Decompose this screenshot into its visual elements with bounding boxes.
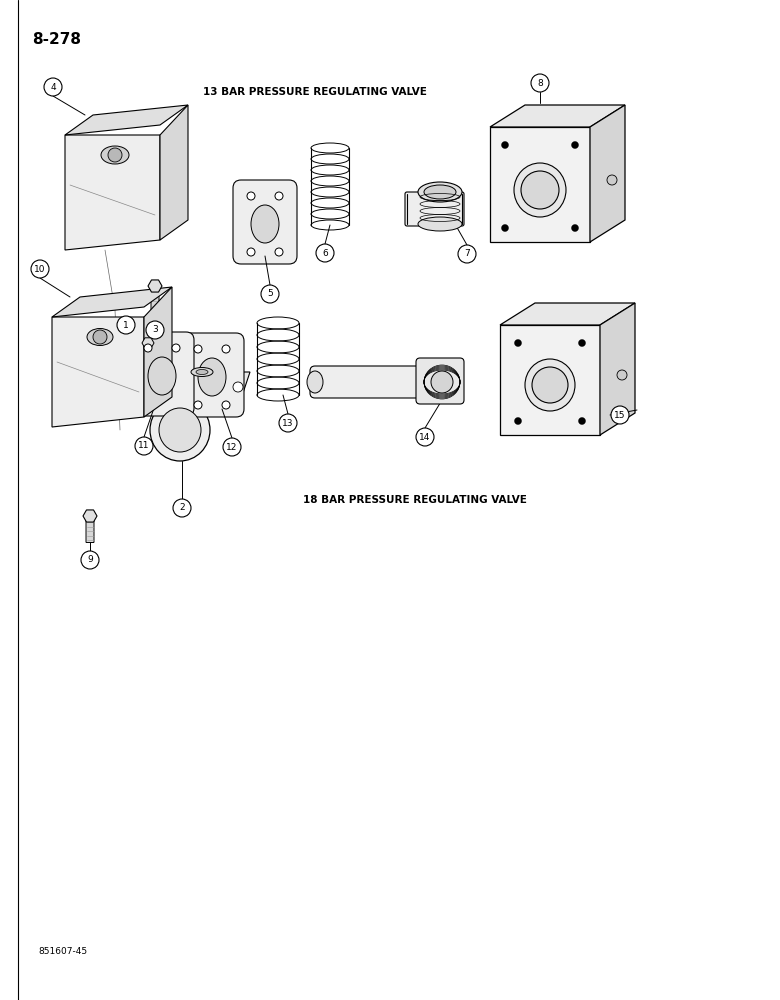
Circle shape — [117, 316, 135, 334]
Polygon shape — [500, 303, 635, 325]
Text: 13: 13 — [282, 418, 294, 428]
Circle shape — [222, 401, 230, 409]
Circle shape — [135, 437, 153, 455]
Circle shape — [31, 260, 49, 278]
Text: 851607-45: 851607-45 — [38, 948, 87, 956]
Circle shape — [247, 248, 255, 256]
Text: 11: 11 — [138, 442, 150, 450]
Text: 5: 5 — [267, 290, 273, 298]
Polygon shape — [490, 105, 625, 127]
Ellipse shape — [148, 357, 176, 395]
Circle shape — [515, 340, 522, 347]
Circle shape — [81, 551, 99, 569]
Text: 3: 3 — [152, 326, 158, 334]
Polygon shape — [65, 105, 188, 135]
Circle shape — [416, 428, 434, 446]
Circle shape — [275, 192, 283, 200]
Circle shape — [146, 321, 164, 339]
Circle shape — [233, 382, 243, 392]
Circle shape — [108, 148, 122, 162]
Polygon shape — [500, 325, 600, 435]
Ellipse shape — [521, 171, 559, 209]
Circle shape — [515, 418, 522, 424]
Ellipse shape — [418, 217, 462, 231]
Circle shape — [194, 401, 202, 409]
Circle shape — [579, 418, 586, 424]
Circle shape — [572, 225, 579, 232]
Text: 2: 2 — [179, 504, 185, 512]
Circle shape — [316, 244, 334, 262]
Circle shape — [611, 406, 629, 424]
FancyBboxPatch shape — [130, 332, 194, 416]
FancyBboxPatch shape — [151, 290, 159, 312]
Circle shape — [572, 141, 579, 148]
FancyBboxPatch shape — [233, 180, 297, 264]
Circle shape — [93, 330, 107, 344]
Circle shape — [194, 345, 202, 353]
Text: 10: 10 — [34, 264, 46, 273]
Circle shape — [44, 78, 62, 96]
FancyBboxPatch shape — [405, 192, 464, 226]
Ellipse shape — [150, 399, 210, 461]
Circle shape — [172, 344, 180, 352]
Polygon shape — [590, 105, 625, 242]
Ellipse shape — [418, 182, 462, 202]
Ellipse shape — [514, 163, 566, 217]
Text: 6: 6 — [322, 248, 328, 257]
Text: 7: 7 — [464, 249, 470, 258]
FancyBboxPatch shape — [416, 358, 464, 404]
Text: 9: 9 — [87, 556, 93, 564]
Circle shape — [173, 499, 191, 517]
Text: 14: 14 — [420, 432, 431, 442]
Ellipse shape — [196, 369, 208, 374]
Polygon shape — [160, 105, 188, 240]
Ellipse shape — [191, 367, 213, 376]
Polygon shape — [144, 287, 172, 417]
Circle shape — [531, 74, 549, 92]
Polygon shape — [52, 317, 144, 427]
Text: 15: 15 — [615, 410, 626, 420]
Polygon shape — [65, 135, 160, 250]
Text: 8-278: 8-278 — [32, 32, 81, 47]
Circle shape — [617, 370, 627, 380]
Circle shape — [579, 340, 586, 347]
FancyBboxPatch shape — [180, 333, 244, 417]
Circle shape — [502, 141, 509, 148]
Ellipse shape — [251, 205, 279, 243]
Circle shape — [261, 285, 279, 303]
Ellipse shape — [101, 146, 129, 164]
FancyBboxPatch shape — [310, 366, 430, 398]
Circle shape — [279, 414, 297, 432]
Circle shape — [275, 248, 283, 256]
Ellipse shape — [532, 367, 568, 403]
Polygon shape — [490, 127, 590, 242]
Circle shape — [607, 175, 617, 185]
Circle shape — [223, 438, 241, 456]
Circle shape — [144, 344, 152, 352]
Ellipse shape — [87, 328, 113, 346]
Circle shape — [247, 192, 255, 200]
FancyBboxPatch shape — [86, 520, 94, 542]
Circle shape — [502, 225, 509, 232]
Text: 18 BAR PRESSURE REGULATING VALVE: 18 BAR PRESSURE REGULATING VALVE — [303, 495, 527, 505]
Polygon shape — [600, 303, 635, 435]
Circle shape — [222, 345, 230, 353]
Circle shape — [458, 245, 476, 263]
Polygon shape — [52, 287, 172, 317]
Text: 8: 8 — [537, 79, 543, 88]
Text: 4: 4 — [50, 83, 56, 92]
Ellipse shape — [198, 358, 226, 396]
Ellipse shape — [424, 185, 456, 199]
Text: 12: 12 — [226, 442, 238, 452]
Ellipse shape — [431, 371, 453, 393]
Text: 1: 1 — [123, 320, 129, 330]
Ellipse shape — [307, 371, 323, 393]
FancyBboxPatch shape — [145, 347, 151, 365]
Ellipse shape — [159, 408, 201, 452]
Polygon shape — [155, 372, 250, 402]
Ellipse shape — [525, 359, 575, 411]
Text: 13 BAR PRESSURE REGULATING VALVE: 13 BAR PRESSURE REGULATING VALVE — [203, 87, 427, 97]
